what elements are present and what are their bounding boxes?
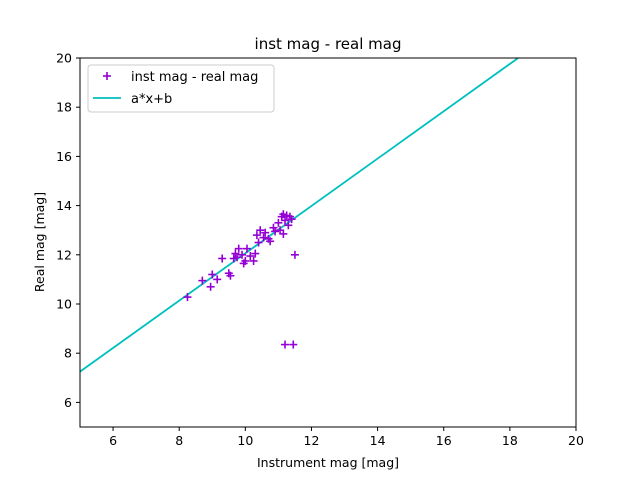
chart-title: inst mag - real mag [255, 35, 402, 53]
legend: inst mag - real mag a*x+b [87, 64, 275, 113]
data-point [226, 271, 235, 280]
data-point [266, 237, 275, 246]
y-tick-label: 8 [64, 346, 72, 361]
data-point [249, 256, 258, 265]
y-tick-label: 6 [64, 395, 72, 410]
data-point [289, 340, 298, 349]
data-point [261, 228, 270, 237]
data-point [251, 249, 260, 258]
data-point [234, 244, 243, 253]
x-tick-label: 20 [568, 433, 584, 448]
data-point [218, 254, 227, 263]
y-axis: 6 8 10 12 14 16 18 20 [56, 51, 80, 410]
data-point [213, 275, 222, 284]
legend-label-scatter: inst mag - real mag [131, 70, 258, 85]
data-point [290, 250, 299, 259]
x-tick-label: 14 [370, 433, 386, 448]
x-axis: 6 8 10 12 14 16 18 20 [109, 427, 584, 448]
legend-box [87, 64, 275, 113]
data-point [241, 256, 250, 265]
plot-area [79, 57, 577, 428]
legend-label-line: a*x+b [131, 92, 172, 107]
data-point [198, 276, 207, 285]
data-point [242, 244, 251, 253]
x-tick-label: 18 [502, 433, 518, 448]
data-point [274, 218, 283, 227]
data-point [281, 216, 290, 225]
data-point [271, 227, 280, 236]
x-tick-label: 6 [109, 433, 117, 448]
data-point [287, 215, 296, 224]
x-tick-label: 12 [304, 433, 320, 448]
data-point [208, 270, 217, 279]
data-point [183, 293, 192, 302]
data-point [231, 249, 240, 258]
fit-line [80, 58, 519, 373]
data-point [256, 226, 265, 235]
data-point [206, 282, 215, 291]
data-point [238, 250, 247, 259]
y-tick-label: 20 [56, 51, 72, 66]
x-tick-label: 16 [436, 433, 452, 448]
y-tick-label: 12 [56, 247, 72, 262]
x-tick-label: 10 [237, 433, 253, 448]
data-point [281, 340, 290, 349]
y-axis-label: Real mag [mag] [32, 192, 47, 292]
y-tick-label: 10 [56, 297, 72, 312]
data-point [284, 221, 293, 230]
plot-frame [79, 57, 577, 428]
y-tick-label: 18 [56, 100, 72, 115]
data-point [254, 238, 263, 247]
legend-plus-marker [103, 72, 111, 80]
data-point [252, 231, 261, 240]
data-point [259, 233, 268, 242]
y-tick-label: 14 [56, 198, 72, 213]
data-point [233, 253, 242, 262]
data-point [279, 229, 288, 238]
data-point [246, 252, 255, 261]
y-tick-label: 16 [56, 149, 72, 164]
data-point [269, 223, 278, 232]
x-axis-label: Instrument mag [mag] [257, 455, 399, 470]
legend-marker-scatter [103, 72, 111, 80]
x-tick-label: 8 [175, 433, 183, 448]
